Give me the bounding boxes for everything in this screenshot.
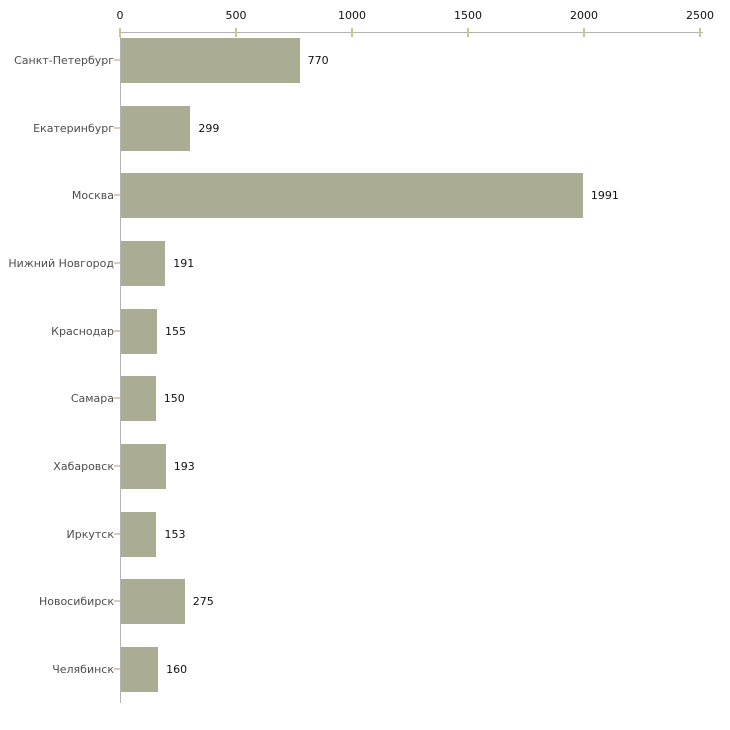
x-axis-tick-label: 0 <box>116 9 124 22</box>
category-label: Москва <box>71 189 114 202</box>
value-label: 1991 <box>590 189 619 202</box>
category-label: Челябинск <box>52 663 114 676</box>
x-axis-tick <box>699 28 701 37</box>
bar-row: Новосибирск 275 <box>0 579 730 624</box>
y-axis-tick <box>114 330 120 332</box>
x-axis-line <box>120 32 703 33</box>
bar <box>121 647 159 692</box>
y-axis-tick <box>114 194 120 196</box>
y-axis-line <box>120 32 121 703</box>
bar <box>121 106 191 151</box>
y-axis-tick <box>114 533 120 535</box>
value-label: 160 <box>166 663 188 676</box>
bar <box>121 241 166 286</box>
bar <box>121 309 157 354</box>
bar-row: Хабаровск 193 <box>0 444 730 489</box>
x-axis-tick <box>351 28 353 37</box>
x-axis-tick-label: 1000 <box>338 9 366 22</box>
bar <box>121 579 185 624</box>
x-axis-tick <box>583 28 585 37</box>
bar-row: Иркутск 153 <box>0 512 730 557</box>
value-label: 191 <box>173 257 195 270</box>
category-label: Краснодар <box>51 325 114 338</box>
value-label: 150 <box>163 392 185 405</box>
category-label: Екатеринбург <box>33 122 114 135</box>
value-label: 770 <box>307 54 329 67</box>
bar-row: Нижний Новгород 191 <box>0 241 730 286</box>
bar-row: Екатеринбург 299 <box>0 106 730 151</box>
category-label: Новосибирск <box>38 595 114 608</box>
bar <box>121 38 300 83</box>
x-axis-tick-label: 500 <box>225 9 247 22</box>
x-axis-tick-label: 2000 <box>570 9 598 22</box>
value-label: 193 <box>173 460 195 473</box>
category-label: Самара <box>70 392 114 405</box>
category-label: Хабаровск <box>53 460 114 473</box>
category-label: Иркутск <box>66 528 114 541</box>
value-label: 153 <box>164 528 186 541</box>
bar-row: Краснодар 155 <box>0 309 730 354</box>
y-axis-tick <box>114 127 120 129</box>
value-label: 155 <box>164 325 186 338</box>
x-axis-tick <box>119 28 121 37</box>
x-axis-tick <box>467 28 469 37</box>
y-axis-tick <box>114 397 120 399</box>
value-label: 299 <box>198 122 220 135</box>
y-axis-tick <box>114 668 120 670</box>
bar-row: Самара 150 <box>0 376 730 421</box>
bar <box>121 173 583 218</box>
bar-row: Москва 1991 <box>0 173 730 218</box>
x-axis-tick-label: 2500 <box>686 9 714 22</box>
y-axis-tick <box>114 600 120 602</box>
y-axis-tick <box>114 465 120 467</box>
bar-row: Санкт-Петербург 770 <box>0 38 730 83</box>
x-axis-tick-label: 1500 <box>454 9 482 22</box>
y-axis-tick <box>114 262 120 264</box>
bar <box>121 376 156 421</box>
bar <box>121 444 166 489</box>
value-label: 275 <box>192 595 214 608</box>
x-axis-tick <box>235 28 237 37</box>
bar-row: Челябинск 160 <box>0 647 730 692</box>
category-label: Нижний Новгород <box>8 257 114 270</box>
bar <box>121 512 157 557</box>
category-label: Санкт-Петербург <box>14 54 114 67</box>
y-axis-tick <box>114 59 120 61</box>
